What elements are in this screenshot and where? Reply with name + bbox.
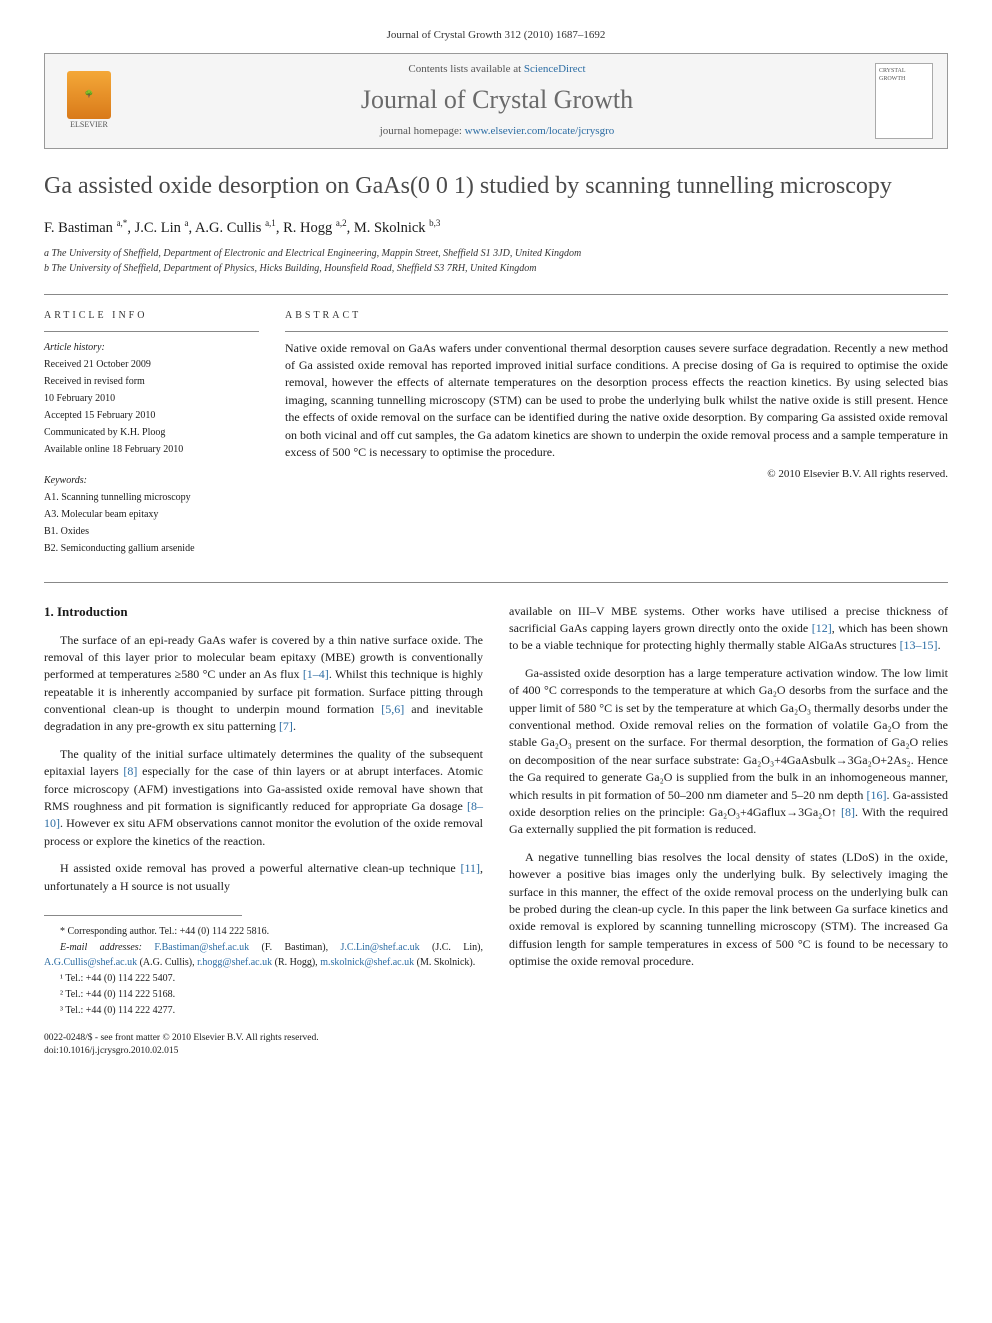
keywords-head: Keywords: (44, 473, 259, 488)
corresponding-author: * Corresponding author. Tel.: +44 (0) 11… (44, 924, 483, 939)
rule-abs (285, 331, 948, 332)
journal-name: Journal of Crystal Growth (119, 82, 875, 118)
abstract-col: ABSTRACT Native oxide removal on GaAs wa… (285, 309, 948, 572)
history-line: Accepted 15 February 2010 (44, 408, 259, 423)
author-list: F. Bastiman a,*, J.C. Lin a, A.G. Cullis… (44, 217, 948, 238)
rule-mid (44, 582, 948, 583)
citation-ref[interactable]: [12] (812, 621, 832, 635)
cover-label: CRYSTAL GROWTH (879, 67, 929, 84)
history-line: Received 21 October 2009 (44, 357, 259, 372)
left-column: 1. Introduction The surface of an epi-re… (44, 603, 483, 1059)
email-link[interactable]: r.hogg@shef.ac.uk (197, 957, 272, 968)
body-columns: 1. Introduction The surface of an epi-re… (44, 603, 948, 1059)
email-link[interactable]: m.skolnick@shef.ac.uk (320, 957, 414, 968)
sciencedirect-link[interactable]: ScienceDirect (524, 63, 586, 75)
affiliations: a The University of Sheffield, Departmen… (44, 246, 948, 276)
running-head: Journal of Crystal Growth 312 (2010) 168… (44, 28, 948, 43)
article-title: Ga assisted oxide desorption on GaAs(0 0… (44, 171, 948, 201)
abstract-text: Native oxide removal on GaAs wafers unde… (285, 340, 948, 462)
email-label: E-mail addresses: (60, 942, 154, 953)
history-head: Article history: (44, 340, 259, 355)
article-info-label: ARTICLE INFO (44, 309, 259, 323)
email-link[interactable]: F.Bastiman@shef.ac.uk (154, 942, 249, 953)
email-link[interactable]: J.C.Lin@shef.ac.uk (340, 942, 419, 953)
body-paragraph: available on III–V MBE systems. Other wo… (509, 603, 948, 655)
body-paragraph: Ga-assisted oxide desorption has a large… (509, 665, 948, 839)
right-column: available on III–V MBE systems. Other wo… (509, 603, 948, 1059)
history-line: Available online 18 February 2010 (44, 442, 259, 457)
email-link[interactable]: A.G.Cullis@shef.ac.uk (44, 957, 137, 968)
keyword-line: B2. Semiconducting gallium arsenide (44, 541, 259, 556)
body-paragraph: A negative tunnelling bias resolves the … (509, 849, 948, 971)
footnotes: * Corresponding author. Tel.: +44 (0) 11… (44, 924, 483, 1018)
history-line: Communicated by K.H. Ploog (44, 425, 259, 440)
doi-line: doi:10.1016/j.jcrysgro.2010.02.015 (44, 1045, 483, 1058)
rule-top (44, 294, 948, 295)
keyword-line: B1. Oxides (44, 524, 259, 539)
section-1-head: 1. Introduction (44, 603, 483, 622)
footnote-rule (44, 915, 242, 916)
affiliation-line: b The University of Sheffield, Departmen… (44, 261, 948, 276)
citation-ref[interactable]: [7] (279, 719, 293, 733)
bottom-meta: 0022-0248/$ - see front matter © 2010 El… (44, 1032, 483, 1059)
history-line: Received in revised form (44, 374, 259, 389)
journal-header: 🌳 ELSEVIER Contents lists available at S… (44, 53, 948, 148)
body-paragraph: The surface of an epi-ready GaAs wafer i… (44, 632, 483, 736)
tel-1: ¹ Tel.: +44 (0) 114 222 5407. (44, 971, 483, 986)
journal-cover-thumb: CRYSTAL GROWTH (875, 63, 933, 139)
citation-ref[interactable]: [11] (460, 861, 480, 875)
page-root: Journal of Crystal Growth 312 (2010) 168… (0, 0, 992, 1087)
tel-2: ² Tel.: +44 (0) 114 222 5168. (44, 987, 483, 1002)
body-paragraph: The quality of the initial surface ultim… (44, 746, 483, 850)
keyword-line: A3. Molecular beam epitaxy (44, 507, 259, 522)
rule-info (44, 331, 259, 332)
citation-ref[interactable]: [5,6] (381, 702, 404, 716)
copyright-line: © 2010 Elsevier B.V. All rights reserved… (285, 467, 948, 482)
citation-ref[interactable]: [13–15] (900, 638, 938, 652)
emails-line: E-mail addresses: F.Bastiman@shef.ac.uk … (44, 940, 483, 970)
elsevier-tree-icon: 🌳 (67, 71, 111, 119)
info-abstract-row: ARTICLE INFO Article history: Received 2… (44, 309, 948, 572)
homepage-link[interactable]: www.elsevier.com/locate/jcrysgro (465, 125, 615, 137)
header-center: Contents lists available at ScienceDirec… (119, 62, 875, 139)
citation-ref[interactable]: [8–10] (44, 799, 483, 830)
elsevier-logo: 🌳 ELSEVIER (59, 66, 119, 136)
citation-ref[interactable]: [8] (841, 805, 855, 819)
keyword-line: A1. Scanning tunnelling microscopy (44, 490, 259, 505)
citation-ref[interactable]: [8] (123, 764, 137, 778)
body-paragraph: H assisted oxide removal has proved a po… (44, 860, 483, 895)
front-matter-line: 0022-0248/$ - see front matter © 2010 El… (44, 1032, 483, 1045)
history-line: 10 February 2010 (44, 391, 259, 406)
keywords-block: Keywords: A1. Scanning tunnelling micros… (44, 473, 259, 556)
homepage-prefix: journal homepage: (380, 125, 465, 137)
contents-line: Contents lists available at ScienceDirec… (119, 62, 875, 77)
affiliation-line: a The University of Sheffield, Departmen… (44, 246, 948, 261)
homepage-line: journal homepage: www.elsevier.com/locat… (119, 124, 875, 139)
citation-ref[interactable]: [1–4] (303, 667, 329, 681)
publisher-label: ELSEVIER (70, 119, 108, 130)
abstract-label: ABSTRACT (285, 309, 948, 323)
contents-prefix: Contents lists available at (408, 63, 523, 75)
tel-3: ³ Tel.: +44 (0) 114 222 4277. (44, 1003, 483, 1018)
article-info-col: ARTICLE INFO Article history: Received 2… (44, 309, 259, 572)
history-block: Article history: Received 21 October 200… (44, 340, 259, 457)
citation-ref[interactable]: [16] (867, 788, 887, 802)
